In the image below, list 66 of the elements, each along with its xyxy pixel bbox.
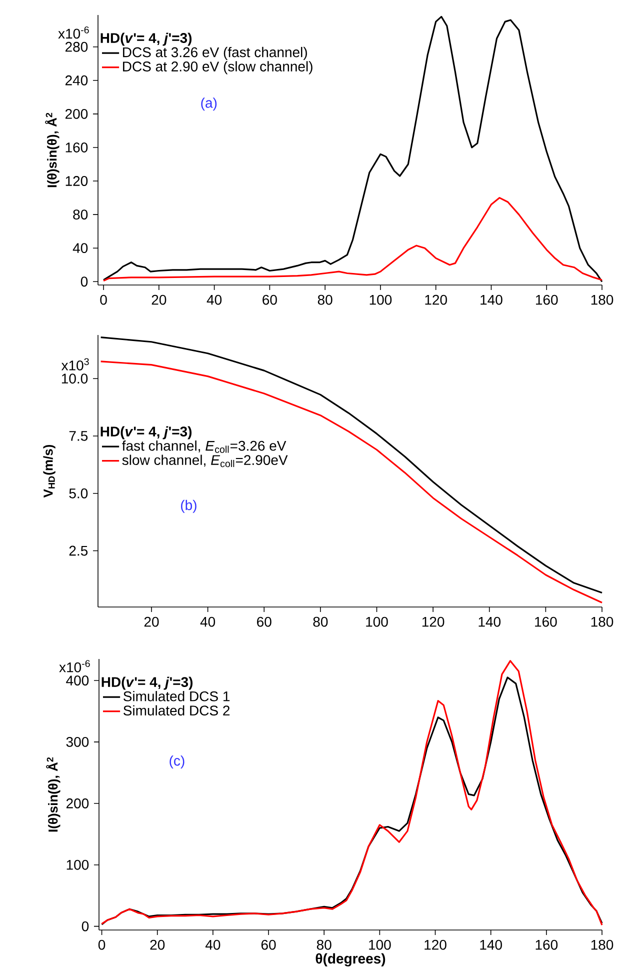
legend-label: DCS at 3.26 eV (fast channel) (123, 46, 307, 60)
y-tick-label: 80 (73, 210, 88, 220)
y-tick-label: 240 (65, 75, 88, 86)
annotation: (c) (170, 755, 184, 768)
y-axis-title: I(θ)sin(θ), Å$^{2}$ (46, 757, 60, 832)
x-tick-label: 0 (100, 294, 107, 305)
x-tick-label: 0 (98, 940, 106, 950)
x-tick-label: 80 (316, 940, 332, 950)
y-tick-label: 2.5 (69, 546, 88, 556)
legend-label: Simulated DCS 1 (124, 690, 230, 702)
y-tick-label: 5.0 (69, 488, 88, 498)
annotation: (b) (181, 500, 196, 513)
legend-label: fast channel, E$_{coll}$=3.26 eV (122, 440, 286, 453)
x-tick-label: 160 (535, 616, 557, 627)
text: x10$^{3}$ (61, 358, 89, 370)
legend-title: HD(v'= 4, j'=3) (100, 426, 192, 440)
x-tick-label: 40 (205, 940, 220, 950)
y-tick-label: 10.0 (62, 374, 88, 384)
y-tick-label: 100 (66, 860, 89, 870)
legend-label: slow channel, E$_{coll}$=2.90eV (122, 454, 288, 468)
y-tick-label: 200 (66, 798, 89, 808)
y-tick-label: 120 (66, 176, 88, 186)
legend-title: HD(v'= 4, j'=3) (102, 676, 193, 690)
x-tick-label: 40 (206, 294, 222, 305)
line-series (102, 196, 603, 282)
legend-title: HD(v'= 4, j'=3) (100, 32, 192, 46)
legend-label: DCS at 2.90 eV (slow channel) (123, 61, 312, 74)
text: x10$^{-6}$ (58, 26, 89, 39)
y-axis-title: V$_{HD}$(m/s) (43, 444, 56, 498)
x-tick-label: 140 (480, 294, 502, 305)
y-tick-label: 0 (80, 276, 88, 287)
x-tick-label: 180 (591, 616, 614, 627)
x-tick-label: 20 (152, 294, 166, 305)
x-axis-title: θ(degrees) (316, 953, 386, 966)
text: x10$^{-6}$ (59, 660, 90, 672)
y-tick-label: 40 (72, 243, 88, 254)
x-tick-label: 100 (370, 294, 392, 305)
y-tick-label: 160 (66, 142, 88, 152)
x-tick-label: 60 (261, 940, 276, 950)
x-tick-label: 180 (591, 940, 614, 950)
x-tick-label: 120 (425, 294, 447, 305)
x-tick-label: 40 (200, 616, 216, 627)
y-tick-label: 400 (66, 676, 89, 686)
x-tick-label: 20 (150, 940, 165, 950)
y-tick-label: 0 (82, 921, 89, 932)
x-tick-label: 160 (536, 294, 558, 305)
x-tick-label: 120 (422, 616, 444, 627)
x-tick-label: 180 (591, 294, 614, 305)
legend-label: Simulated DCS 2 (124, 705, 230, 716)
x-tick-label: 80 (313, 616, 328, 627)
y-tick-label: 300 (66, 736, 89, 747)
x-tick-label: 100 (366, 616, 388, 627)
x-tick-label: 140 (478, 616, 501, 627)
annotation: (a) (201, 98, 217, 111)
x-tick-label: 120 (424, 940, 446, 950)
x-tick-label: 60 (257, 616, 272, 627)
x-tick-label: 20 (144, 616, 159, 627)
y-tick-label: 7.5 (69, 431, 88, 441)
x-tick-label: 100 (369, 940, 391, 950)
y-axis-title: I(θ)sin(θ), Å$^{2}$ (45, 112, 60, 188)
x-tick-label: 60 (262, 294, 277, 305)
y-tick-label: 200 (65, 108, 88, 119)
x-tick-label: 80 (318, 294, 332, 305)
y-tick-label: 280 (65, 42, 88, 52)
x-tick-label: 160 (536, 940, 558, 950)
x-tick-label: 140 (480, 940, 502, 950)
